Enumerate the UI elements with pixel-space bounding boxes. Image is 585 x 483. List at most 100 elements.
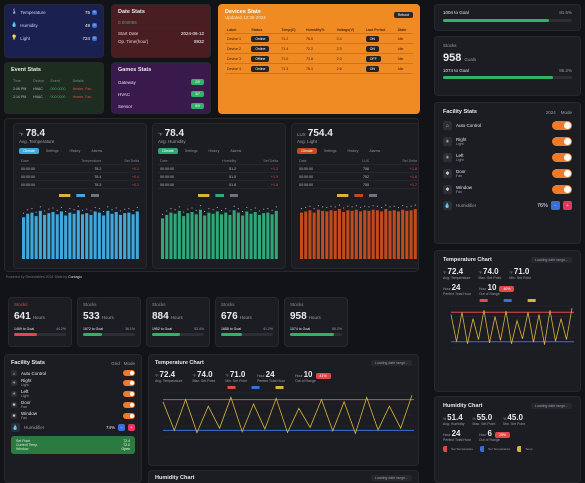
- device-toggle-button[interactable]: ON: [365, 35, 379, 42]
- panel-caption: Avg. Humidity: [158, 139, 186, 144]
- bar-marker: [368, 206, 370, 208]
- chart-stat: °F 71.0 Min. Set Point: [225, 370, 247, 383]
- facility-toggle[interactable]: [552, 185, 572, 194]
- humidity-date-range-bottom[interactable]: Loading date range...: [370, 475, 412, 481]
- bar: [26, 213, 30, 259]
- legend-swatch: [527, 299, 536, 302]
- panel-tab[interactable]: History: [208, 149, 220, 153]
- device-cell: 71.2: [279, 33, 305, 44]
- bar-marker: [56, 209, 58, 211]
- minus-button[interactable]: −: [118, 424, 125, 431]
- stat-value: 72.4: [447, 267, 464, 276]
- facility-right-tab-year[interactable]: 2024: [545, 109, 556, 115]
- bar: [211, 213, 215, 259]
- bar: [308, 210, 312, 259]
- bar-marker: [233, 205, 235, 207]
- sensor-settings-icon[interactable]: ⚙: [92, 22, 97, 28]
- sensor-settings-icon[interactable]: ⚙: [92, 9, 97, 15]
- bar: [342, 212, 346, 259]
- device-toggle-button[interactable]: ON: [365, 65, 379, 72]
- plus-button[interactable]: +: [128, 424, 135, 431]
- facility-toggle[interactable]: [552, 121, 572, 130]
- panel-col-header: Set Delta: [371, 157, 418, 165]
- device-cell: Online: [249, 33, 280, 44]
- panel-cell: +0.2: [103, 164, 141, 173]
- facility-item: ☀ Left Light: [443, 153, 572, 162]
- devices-col-header: Temp(C): [279, 26, 305, 34]
- panel-tab[interactable]: Climate: [19, 148, 39, 154]
- goal-card: Stocks 958 Hours 1074 to Goal 85.2%: [284, 297, 348, 347]
- panel-cell: 00:00:00: [297, 164, 343, 173]
- facility-right-tab-mode[interactable]: Mode: [560, 109, 572, 115]
- device-cell: Idle: [395, 43, 413, 54]
- panel-tab[interactable]: Settings: [184, 149, 198, 153]
- bar: [76, 210, 80, 259]
- panel-tab[interactable]: History: [347, 149, 359, 153]
- facility-toggle[interactable]: [123, 390, 135, 397]
- facility-item: ✱ Door Fan: [443, 169, 572, 178]
- bar-marker: [338, 204, 341, 206]
- legend-swatch: [215, 194, 224, 197]
- panel-tab[interactable]: Alarms: [91, 149, 103, 153]
- footer-link[interactable]: Contagio: [68, 275, 83, 279]
- bar: [232, 210, 236, 259]
- sensor-settings-icon[interactable]: ⚙: [92, 35, 97, 41]
- droplet-icon: 💧: [11, 423, 20, 432]
- panel-row: 00:00:00 752 +1.6: [297, 172, 418, 181]
- facility-toggle[interactable]: [552, 137, 572, 146]
- humidifier-row-small: 💧 Humidifier 74% − +: [11, 423, 135, 432]
- bar: [43, 214, 47, 259]
- legend-swatch: [369, 194, 377, 197]
- panel-tab[interactable]: Alarms: [369, 149, 381, 153]
- date-range-select-bottom[interactable]: Loading date range...: [370, 360, 412, 366]
- bar: [51, 212, 55, 259]
- panel-tab[interactable]: Climate: [297, 148, 317, 154]
- facility-small-tab-mode[interactable]: Mode: [123, 360, 135, 366]
- stat-value: 24: [451, 283, 461, 292]
- bar: [367, 210, 371, 259]
- goal-card-goal: 1074 to Goal: [290, 327, 311, 331]
- goal-card-goal: 1672 to Goal: [83, 327, 104, 331]
- facility-toggle[interactable]: [123, 370, 135, 376]
- facility-toggle[interactable]: [123, 412, 135, 419]
- panel-tab[interactable]: History: [69, 149, 81, 153]
- humidity-chart-right: Humidity Chart Loading date range... % 51…: [434, 396, 581, 483]
- devices-col-header: Status: [249, 26, 280, 34]
- panel-tab[interactable]: Climate: [158, 148, 178, 154]
- device-toggle-button[interactable]: OFF: [365, 55, 381, 62]
- facility-item-sub: Light: [456, 158, 464, 162]
- panel-tab[interactable]: Alarms: [230, 149, 242, 153]
- device-cell: Device 3: [225, 53, 250, 64]
- panel-value: 754.4: [307, 128, 333, 139]
- chart-stat: Hour 10 41% Out of Range: [295, 370, 331, 383]
- minus-button[interactable]: −: [551, 201, 560, 210]
- facility-toggle[interactable]: [123, 401, 135, 408]
- temp-chart-right-plot: [450, 299, 574, 349]
- device-cell: Idle: [395, 33, 413, 44]
- reboot-button[interactable]: Reboot: [393, 11, 413, 18]
- plus-button[interactable]: +: [563, 201, 572, 210]
- panel-tab[interactable]: Settings: [45, 149, 59, 153]
- event-cell: 2:14 PM: [11, 92, 32, 101]
- chart-stat: % 45.0 Min. Set Point: [503, 413, 525, 426]
- bar-marker: [81, 209, 84, 211]
- bar-marker: [389, 206, 391, 208]
- chart-stat: °F 72.4 Avg. Temperature: [443, 267, 471, 280]
- bar-marker: [212, 209, 214, 211]
- facility-toggle[interactable]: [552, 169, 572, 178]
- legend-swatch: [337, 194, 349, 197]
- panel-table: Date Temperature Set Delta 00:00:00 78.2 +0.2…: [19, 157, 141, 189]
- humidity-date-range-right[interactable]: Loading date range...: [530, 403, 572, 409]
- bar: [359, 211, 363, 259]
- games-row: HVAC 3/7: [118, 91, 204, 97]
- facility-toggle[interactable]: [552, 153, 572, 162]
- device-toggle-button[interactable]: ON: [365, 45, 379, 52]
- panel-tab[interactable]: Settings: [323, 149, 337, 153]
- event-cell: 2:06 PM: [11, 84, 32, 93]
- sensor-panel: °F 78.4 Avg. Temperature Climate Settings His…: [13, 123, 147, 269]
- bar: [350, 210, 354, 259]
- facility-small-tab-grid[interactable]: Grid: [111, 360, 120, 366]
- date-range-select-right[interactable]: Loading date range...: [530, 257, 572, 263]
- event-cell: Heater, Fan: [70, 84, 97, 93]
- facility-toggle[interactable]: [123, 379, 135, 386]
